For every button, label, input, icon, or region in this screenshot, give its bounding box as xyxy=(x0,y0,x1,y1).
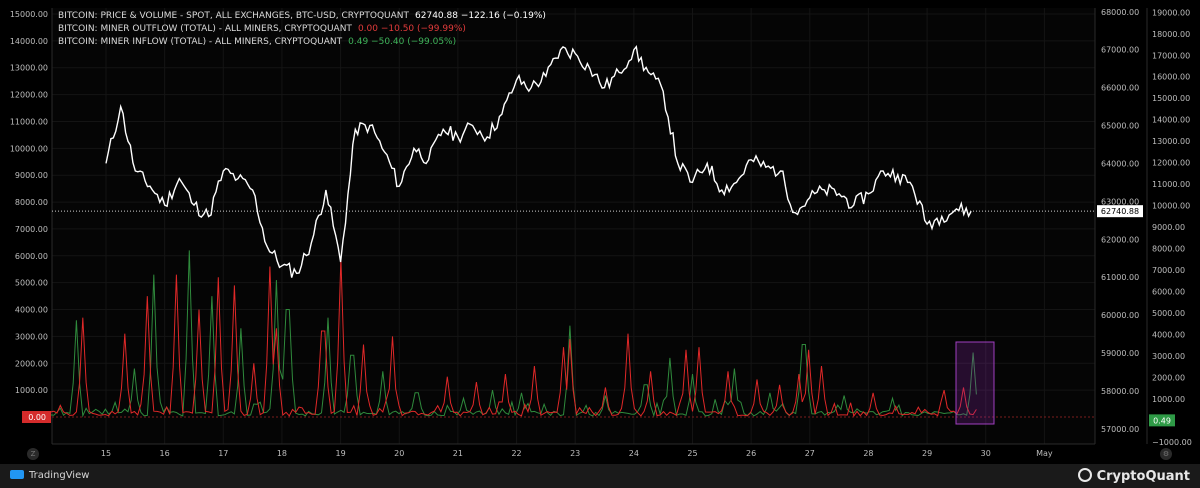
cryptoquant-label: CryptoQuant xyxy=(1096,469,1190,484)
left-axis-tick-label: 11000.00 xyxy=(10,117,48,126)
footer-bar: TradingView CryptoQuant xyxy=(0,464,1200,488)
flow-axis-tick-label: 6000.00 xyxy=(1152,288,1185,297)
cryptoquant-logo-icon xyxy=(1077,468,1092,482)
flow-axis-tick-label: 9000.00 xyxy=(1152,223,1185,232)
z-icon[interactable]: Z xyxy=(27,448,39,460)
x-axis-tick-label: 25 xyxy=(687,449,697,458)
legend: BITCOIN: PRICE & VOLUME - SPOT, ALL EXCH… xyxy=(58,10,546,49)
flow-axis-tick-label: 15000.00 xyxy=(1152,94,1190,103)
flow-axis-tick-label: 8000.00 xyxy=(1152,245,1185,254)
x-axis-tick-label: 19 xyxy=(336,449,346,458)
tradingview-logo-icon xyxy=(10,470,24,479)
x-axis-tick-label: 17 xyxy=(218,449,228,458)
outflow-tag: 0.00 xyxy=(22,411,51,423)
price-axis-tick-label: 58000.00 xyxy=(1101,387,1139,396)
flow-axis-tick-label: 10000.00 xyxy=(1152,202,1190,211)
x-axis-tick-label: 15 xyxy=(101,449,111,458)
left-axis-tick-label: 7000.00 xyxy=(15,225,48,234)
x-axis-tick-label: 22 xyxy=(511,449,521,458)
flow-axis-tick-label: 18000.00 xyxy=(1152,30,1190,39)
price-axis-tick-label: 57000.00 xyxy=(1101,425,1139,434)
outflow-tag-label: 0.00 xyxy=(28,413,46,422)
legend-outflow-values: 0.00 −10.50 (−99.99%) xyxy=(357,24,466,34)
left-axis-tick-label: 12000.00 xyxy=(10,91,48,100)
price-axis-tick-label: 66000.00 xyxy=(1101,84,1139,93)
flow-axis-tick-label: 19000.00 xyxy=(1152,8,1190,17)
x-axis-tick-label: 23 xyxy=(570,449,580,458)
price-tag-bg xyxy=(1097,205,1143,218)
flow-axis-tick-label: 1000.00 xyxy=(1152,395,1185,404)
price-axis-tick-label: 59000.00 xyxy=(1101,349,1139,358)
flow-axis-tick-label: 4000.00 xyxy=(1152,330,1185,339)
x-axis-tick-label: 29 xyxy=(922,449,932,458)
price-axis-tick-label: 62000.00 xyxy=(1101,235,1139,244)
left-axis-tick-label: 15000.00 xyxy=(10,10,48,19)
left-axis-tick-label: 10000.00 xyxy=(10,144,48,153)
legend-inflow-values: 0.49 −50.40 (−99.05%) xyxy=(348,37,457,47)
price-axis-tick-label: 64000.00 xyxy=(1101,159,1139,168)
inflow-tag-bg xyxy=(1149,414,1175,427)
legend-outflow-row: BITCOIN: MINER OUTFLOW (TOTAL) - ALL MIN… xyxy=(58,23,546,36)
flow-axis-tick-label: 2000.00 xyxy=(1152,373,1185,382)
legend-price-values: 62740.88 −122.16 (−0.19%) xyxy=(415,11,546,21)
flow-axis-tick-label: 11000.00 xyxy=(1152,180,1190,189)
flow-axis-tick-label: 17000.00 xyxy=(1152,51,1190,60)
plot-area xyxy=(52,8,1095,444)
flow-axis-tick-label: −1000.00 xyxy=(1152,438,1192,447)
price-axis-tick-label: 63000.00 xyxy=(1101,197,1139,206)
left-axis-tick-label: 9000.00 xyxy=(15,171,48,180)
x-axis-tick-label: 16 xyxy=(160,449,170,458)
legend-price-name: BITCOIN: PRICE & VOLUME - SPOT, ALL EXCH… xyxy=(58,11,410,21)
price-axis-tick-label: 60000.00 xyxy=(1101,311,1139,320)
price-series-line xyxy=(105,45,972,278)
left-axis-tick-label: 8000.00 xyxy=(15,198,48,207)
flow-axis-tick-label: 3000.00 xyxy=(1152,352,1185,361)
x-axis-tick-label: 24 xyxy=(629,449,639,458)
flow-axis-tick-label: 5000.00 xyxy=(1152,309,1185,318)
price-axis-tick-label: 61000.00 xyxy=(1101,273,1139,282)
x-axis-tick-label: 18 xyxy=(277,449,287,458)
flow-axis-tick-label: 7000.00 xyxy=(1152,266,1185,275)
inflow-series-line xyxy=(47,250,977,418)
x-axis-tick-label: 21 xyxy=(453,449,463,458)
price-axis-tick-label: 67000.00 xyxy=(1101,46,1139,55)
legend-inflow-name: BITCOIN: MINER INFLOW (TOTAL) - ALL MINE… xyxy=(58,37,343,47)
flow-axis-tick-label: 16000.00 xyxy=(1152,73,1190,82)
price-flow-chart: 15000.00 14000.00 13000.00 12000.00 11000.00… xyxy=(10,8,1192,458)
x-axis-tick-label: 30 xyxy=(981,449,991,458)
x-axis-tick-label: 20 xyxy=(394,449,404,458)
price-tag-label: 62740.88 xyxy=(1101,207,1139,216)
left-axis-tick-label: 13000.00 xyxy=(10,64,48,73)
inflow-tag-label: 0.49 xyxy=(1153,416,1171,425)
left-axis-tick-label: 4000.00 xyxy=(15,306,48,315)
left-axis-tick-label: 6000.00 xyxy=(15,252,48,261)
x-axis-tick-label: 27 xyxy=(805,449,815,458)
left-axis-tick-label: 2000.00 xyxy=(15,359,48,368)
x-axis-tick-label: 28 xyxy=(863,449,873,458)
price-tag: 62740.88 xyxy=(1097,205,1143,218)
inflow-tag: 0.49 xyxy=(1149,414,1175,427)
left-axis-tick-label: 14000.00 xyxy=(10,37,48,46)
cryptoquant-logo[interactable]: CryptoQuant xyxy=(1077,468,1190,484)
tradingview-label: TradingView xyxy=(29,470,90,481)
price-axis-tick-label: 65000.00 xyxy=(1101,122,1139,131)
legend-outflow-name: BITCOIN: MINER OUTFLOW (TOTAL) - ALL MIN… xyxy=(58,24,352,34)
left-axis-tick-label: 5000.00 xyxy=(15,279,48,288)
legend-price-row: BITCOIN: PRICE & VOLUME - SPOT, ALL EXCH… xyxy=(58,10,546,23)
outflow-series-line xyxy=(47,258,977,418)
flow-axis-tick-label: 12000.00 xyxy=(1152,159,1190,168)
x-axis-tick-label: 26 xyxy=(746,449,756,458)
left-axis-tick-label: 1000.00 xyxy=(15,386,48,395)
flow-axis-tick-label: 14000.00 xyxy=(1152,116,1190,125)
price-axis-tick-label: 68000.00 xyxy=(1101,8,1139,17)
outflow-tag-bg xyxy=(22,411,51,423)
x-axis-tick-label: May xyxy=(1036,449,1053,458)
legend-inflow-row: BITCOIN: MINER INFLOW (TOTAL) - ALL MINE… xyxy=(58,36,546,49)
highlight-box xyxy=(955,341,995,425)
flow-axis-tick-label: 13000.00 xyxy=(1152,137,1190,146)
left-axis-tick-label: 3000.00 xyxy=(15,332,48,341)
tradingview-logo[interactable]: TradingView xyxy=(10,470,89,481)
gear-icon[interactable]: ⚙ xyxy=(1160,448,1172,460)
